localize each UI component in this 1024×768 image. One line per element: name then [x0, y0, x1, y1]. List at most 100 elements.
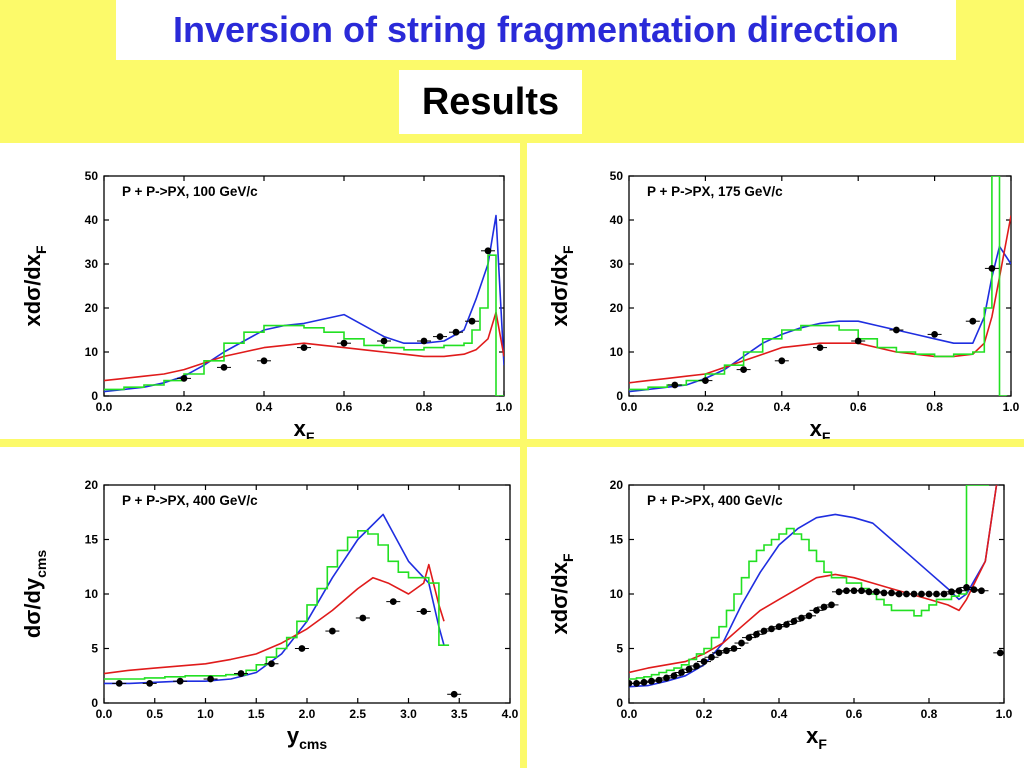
data-point [693, 662, 700, 670]
y-tick-label: 20 [85, 478, 99, 492]
data-point [640, 678, 648, 686]
data-point [969, 317, 977, 325]
y-tick-label: 20 [610, 301, 624, 315]
red-curve [104, 563, 445, 675]
x-tick-label: 3.0 [400, 707, 417, 721]
plot-frame [103, 175, 505, 397]
data-point [996, 649, 1004, 657]
chart-panel-400gev-xf: 0.0 0.2 0.4 0.6 0.8 1.0 0 5 10 15 20 P + P->PX, 400… [527, 447, 1024, 768]
y-tick-label: 10 [85, 345, 99, 359]
data-point [420, 337, 428, 345]
x-tick-label: 0.8 [921, 707, 938, 721]
data-point [850, 587, 858, 595]
data-point [948, 588, 955, 596]
data-point [207, 675, 214, 683]
data-point [753, 630, 760, 638]
chart-panel-400gev-rapidity: 0.0 0.5 1.0 1.5 2.0 2.5 3.0 3.5 4.0 0 5 10 15 20 P + P… [0, 447, 520, 768]
x-tick-label: 0.2 [697, 400, 714, 414]
x-tick-label: 1.5 [248, 707, 265, 721]
blue-curve [629, 485, 998, 688]
y-tick-label: 40 [85, 213, 99, 227]
x-tick-label: 0.2 [696, 707, 713, 721]
data-point [452, 328, 460, 336]
x-tick-label: 0.4 [771, 707, 788, 721]
chart-svg: 0.0 0.5 1.0 1.5 2.0 2.5 3.0 3.5 4.0 0 5 10 15 20 P + P… [20, 478, 519, 752]
data-point [420, 608, 428, 615]
x-tick-label: 1.0 [996, 707, 1013, 721]
data-point [359, 614, 367, 622]
x-tick-label: 0.6 [850, 400, 867, 414]
chart-svg: 0.0 0.2 0.4 0.6 0.8 1.0 0 10 20 30 40 50 P + P->PX, … [20, 169, 513, 439]
x-tick-label: 0.4 [256, 400, 273, 414]
data-point [220, 364, 228, 371]
data-point [300, 344, 308, 351]
data-point [484, 247, 492, 255]
x-tick-label: 0.6 [846, 707, 863, 721]
y-tick-label: 20 [85, 301, 99, 315]
plot-area [104, 214, 504, 396]
data-point [260, 357, 268, 365]
data-point [146, 679, 154, 687]
x-tick-label: 0.8 [416, 400, 433, 414]
x-tick-label: 4.0 [502, 707, 519, 721]
y-tick-label: 50 [85, 169, 99, 183]
x-tick-label: 0.5 [146, 707, 163, 721]
x-tick-label: 0.8 [926, 400, 943, 414]
data-point [340, 339, 348, 347]
data-point [893, 326, 900, 334]
y-tick-label: 30 [85, 257, 99, 271]
x-axis-label: xF [294, 416, 315, 439]
data-point [978, 587, 985, 595]
data-point [843, 587, 850, 595]
x-axis-label: ycms [287, 723, 327, 752]
data-point [436, 333, 444, 340]
data-point [298, 645, 306, 652]
slide-subtitle: Results [421, 80, 560, 123]
blue-curve [104, 214, 504, 393]
data-point [805, 612, 813, 620]
data-point [685, 665, 693, 673]
data-point [910, 590, 918, 598]
blue-curve [629, 245, 1011, 393]
x-tick-label: 0.6 [336, 400, 353, 414]
x-tick-label: 0.2 [176, 400, 193, 414]
y-tick-label: 40 [610, 213, 624, 227]
x-tick-label: 0.0 [621, 400, 638, 414]
y-axis-label: xdσ/dxF [547, 553, 576, 635]
x-tick-label: 0.4 [773, 400, 790, 414]
data-point [237, 670, 245, 677]
plot-area [629, 176, 1011, 396]
green-histogram [104, 530, 450, 680]
data-point [903, 590, 910, 598]
data-point [380, 337, 388, 345]
x-tick-label: 1.0 [496, 400, 513, 414]
chart-title: P + P->PX, 100 GeV/c [122, 184, 258, 199]
data-point [176, 677, 184, 685]
data-point [778, 357, 786, 365]
data-point [955, 587, 963, 595]
data-point [783, 621, 790, 628]
data-point [813, 606, 820, 614]
x-tick-label: 1.0 [197, 707, 214, 721]
y-tick-label: 5 [616, 642, 623, 656]
data-point [738, 639, 745, 647]
chart-svg: 0.0 0.2 0.4 0.6 0.8 1.0 0 5 10 15 20 P + P->PX, 400… [547, 478, 1013, 752]
subtitle-banner: Results [399, 70, 582, 134]
y-tick-label: 0 [616, 696, 623, 710]
y-axis-label: dσ/dycms [20, 550, 49, 639]
y-tick-label: 10 [610, 587, 624, 601]
data-point [865, 588, 873, 596]
red-curve [629, 215, 1011, 384]
chart-panel-175gev: 0.0 0.2 0.4 0.6 0.8 1.0 0 10 20 30 40 50 P + P->PX, … [527, 143, 1024, 439]
data-point [389, 598, 397, 606]
y-tick-label: 0 [616, 389, 623, 403]
red-curve [104, 311, 504, 382]
data-point [888, 589, 895, 597]
data-point [895, 590, 903, 598]
data-point [873, 588, 880, 596]
x-axis-label: xF [810, 416, 831, 439]
data-point [828, 601, 835, 609]
x-tick-label: 2.0 [299, 707, 316, 721]
data-point [633, 679, 640, 687]
y-tick-label: 20 [610, 478, 624, 492]
